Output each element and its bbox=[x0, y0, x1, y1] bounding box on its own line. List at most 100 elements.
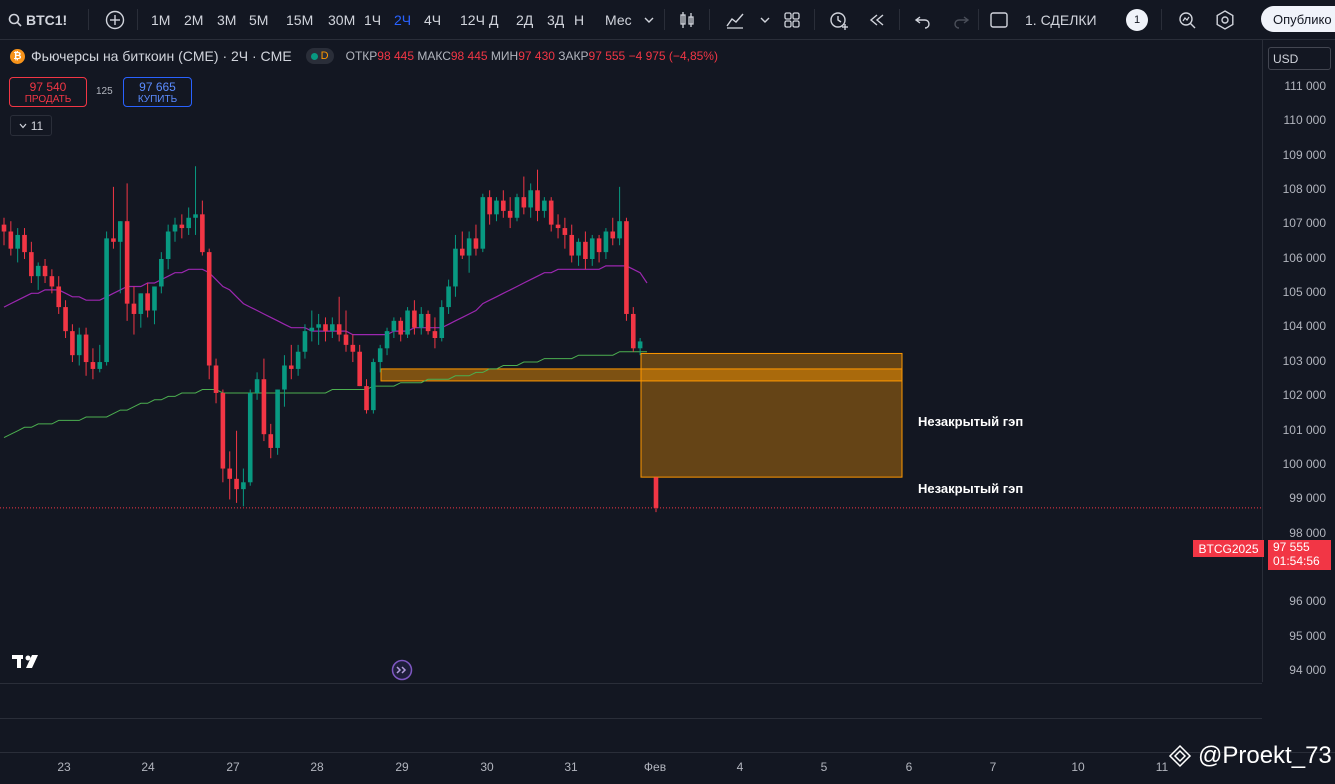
layout-icon[interactable] bbox=[988, 9, 1010, 31]
candle-body bbox=[165, 231, 171, 259]
layout-name[interactable]: 1. СДЕЛКИ bbox=[1025, 11, 1097, 28]
interval-9[interactable]: 4Ч bbox=[424, 11, 442, 28]
lower-pane[interactable] bbox=[0, 683, 1262, 753]
bitcoin-logo-icon: ₿ bbox=[10, 48, 25, 64]
interval-4[interactable]: 5М bbox=[249, 11, 269, 28]
candle-body bbox=[418, 313, 424, 328]
candle-body bbox=[357, 351, 362, 387]
candle-body bbox=[412, 310, 417, 328]
candle-body bbox=[603, 231, 609, 253]
buy-label: КУПИТЬ bbox=[137, 94, 178, 105]
settings-gear-icon[interactable] bbox=[1214, 9, 1236, 31]
price-tick: 101 000 bbox=[1282, 422, 1326, 437]
symbol-name: BTC1! bbox=[26, 11, 68, 28]
tradingview-logo-icon[interactable] bbox=[12, 653, 44, 669]
interval-12[interactable]: 2Д bbox=[516, 11, 534, 28]
interval-7[interactable]: 1Ч bbox=[364, 11, 382, 28]
chevron-down-icon[interactable] bbox=[638, 9, 660, 31]
candle-body bbox=[295, 351, 301, 369]
time-tick: 6 bbox=[905, 760, 913, 774]
candle-body bbox=[152, 286, 157, 311]
indicators-toggle[interactable]: 11 bbox=[10, 115, 52, 136]
candle-body bbox=[275, 389, 280, 448]
candle-body bbox=[439, 307, 445, 338]
gap-zone bbox=[380, 368, 903, 382]
replay-icon[interactable] bbox=[866, 9, 888, 31]
alert-icon[interactable] bbox=[828, 9, 850, 31]
candle-body bbox=[172, 224, 178, 232]
ticker-badge: BTCG2025 bbox=[1193, 540, 1264, 557]
chevron-down-icon[interactable] bbox=[754, 9, 776, 31]
candle-body bbox=[323, 324, 328, 332]
price-tick: 99 000 bbox=[1289, 491, 1326, 506]
price-axis[interactable]: 111 000 110 000 109 000 108 000 107 000 106 0… bbox=[1262, 40, 1335, 682]
candle-body bbox=[70, 331, 75, 356]
candle-body bbox=[145, 293, 150, 311]
redo-icon[interactable] bbox=[950, 9, 972, 31]
candle-body bbox=[466, 238, 472, 256]
market-status-label: D bbox=[320, 50, 329, 62]
watermark-text: @Proekt_73 bbox=[1198, 742, 1332, 769]
publish-button[interactable]: Опублико bbox=[1261, 6, 1335, 32]
currency-select[interactable]: USD bbox=[1268, 47, 1331, 70]
candle-body bbox=[487, 197, 492, 215]
buy-button[interactable]: 97 665 КУПИТЬ bbox=[123, 77, 192, 107]
last-price-label: 97 555 01:54:56 bbox=[1268, 540, 1331, 570]
sell-label: ПРОДАТЬ bbox=[24, 94, 72, 105]
add-symbol-icon[interactable] bbox=[104, 9, 126, 31]
candle-body bbox=[364, 386, 369, 411]
candle-body bbox=[282, 365, 287, 390]
time-axis[interactable]: 23 24 27 28 29 30 31 Фев 4 5 6 7 10 11 bbox=[0, 752, 1335, 784]
candle-body bbox=[405, 310, 410, 335]
candle-body bbox=[90, 362, 96, 369]
interval-6[interactable]: 30М bbox=[328, 11, 356, 28]
candle-body bbox=[302, 331, 308, 352]
status-dot-icon bbox=[310, 52, 318, 60]
interval-10[interactable]: 12Ч bbox=[460, 11, 485, 28]
interval-2[interactable]: 2М bbox=[184, 11, 204, 28]
gap-label: Незакрытый гэп bbox=[918, 481, 1024, 496]
candle-body bbox=[111, 238, 116, 242]
sell-button[interactable]: 97 540 ПРОДАТЬ bbox=[9, 77, 87, 107]
price-tick: 100 000 bbox=[1282, 456, 1326, 471]
candle-body bbox=[583, 241, 588, 259]
candle-body bbox=[220, 392, 226, 469]
candles-icon[interactable] bbox=[676, 9, 698, 31]
interval-3[interactable]: 3М bbox=[217, 11, 237, 28]
time-tick: 31 bbox=[564, 760, 578, 774]
interval-14[interactable]: Н bbox=[574, 11, 585, 28]
candle-body bbox=[377, 348, 383, 363]
go-to-realtime-icon[interactable] bbox=[391, 659, 413, 681]
price-chart[interactable] bbox=[0, 40, 1262, 682]
quick-search-icon[interactable] bbox=[1176, 9, 1198, 31]
interval-15[interactable]: Мес bbox=[605, 11, 632, 28]
ma-slow-line bbox=[3, 351, 647, 439]
candle-body bbox=[49, 276, 55, 287]
change-value: −4 975 (−4,85%) bbox=[628, 49, 718, 63]
notification-badge[interactable]: 1 bbox=[1126, 9, 1148, 31]
chart-legend: ₿ Фьючерсы на биткоин (CME) · 2Ч · CME D… bbox=[10, 48, 718, 64]
symbol-title[interactable]: Фьючерсы на биткоин (CME) · 2Ч · CME bbox=[31, 48, 292, 64]
candle-body bbox=[227, 468, 233, 479]
interval-5[interactable]: 15М bbox=[286, 11, 314, 28]
interval-8[interactable]: 2Ч bbox=[394, 11, 412, 28]
interval-1[interactable]: 1М bbox=[151, 11, 171, 28]
time-tick: 29 bbox=[395, 760, 409, 774]
interval-11[interactable]: Д bbox=[489, 11, 499, 28]
price-tick: 102 000 bbox=[1282, 388, 1326, 403]
chart-pane[interactable] bbox=[0, 40, 1262, 682]
candle-body bbox=[630, 313, 636, 349]
time-tick: 30 bbox=[480, 760, 494, 774]
symbol-search[interactable]: BTC1! bbox=[8, 0, 67, 39]
currency-label: USD bbox=[1273, 51, 1299, 66]
price-tick: 95 000 bbox=[1289, 628, 1326, 643]
search-icon bbox=[8, 13, 22, 27]
templates-icon[interactable] bbox=[781, 9, 803, 31]
indicators-icon[interactable] bbox=[724, 9, 746, 31]
interval-13[interactable]: 3Д bbox=[547, 11, 565, 28]
candle-body bbox=[247, 392, 253, 483]
candle-body bbox=[241, 482, 246, 490]
market-status[interactable]: D bbox=[305, 48, 334, 64]
price-tick: 110 000 bbox=[1283, 113, 1327, 128]
undo-icon[interactable] bbox=[912, 9, 934, 31]
